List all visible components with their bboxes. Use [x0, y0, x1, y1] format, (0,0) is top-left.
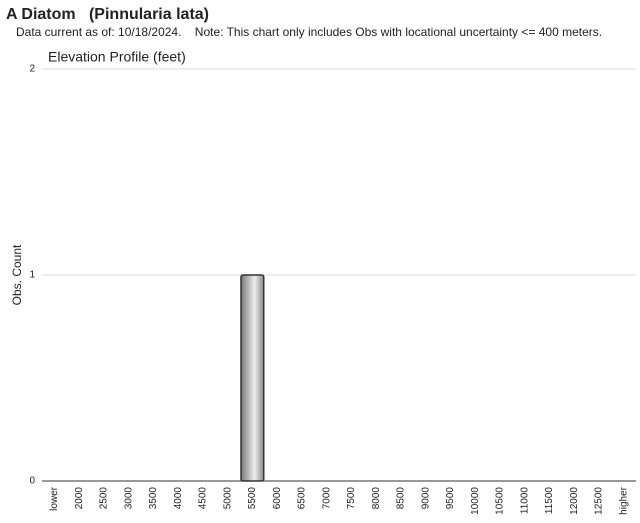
x-tick-label: 5000: [222, 487, 233, 510]
bar: [240, 274, 265, 482]
x-tick-label: 11500: [544, 487, 555, 515]
x-tick-label: 8500: [396, 487, 407, 510]
x-tick-label: 2000: [74, 487, 85, 510]
x-tick-label: 3000: [123, 487, 134, 510]
subtitle: Data current as of: 10/18/2024. Note: Th…: [16, 25, 602, 39]
x-tick-label: 10000: [470, 487, 481, 515]
x-tick-label: 6000: [272, 487, 283, 510]
x-tick-label: 12500: [594, 487, 605, 515]
x-tick-label: 10500: [495, 487, 506, 515]
x-tick-label: 4000: [173, 487, 184, 510]
x-tick-label: 7000: [321, 487, 332, 510]
x-tick-label: 4500: [198, 487, 209, 510]
y-tick-label: 1: [29, 270, 35, 281]
x-tick-label: 9000: [420, 487, 431, 510]
x-tick-label: 5500: [247, 487, 258, 510]
y-axis-label: Obs. Count: [10, 244, 24, 305]
y-tick-label: 2: [29, 64, 35, 75]
x-tick-label: 7500: [346, 487, 357, 510]
x-tick-label: 6500: [297, 487, 308, 510]
x-tick-label: 2500: [99, 487, 110, 510]
x-tick-label: 12000: [569, 487, 580, 515]
x-tick-label: higher: [618, 486, 629, 514]
x-tick-label: 3500: [148, 487, 159, 510]
page-title: A Diatom (Pinnularia lata): [6, 6, 209, 23]
x-tick-label: lower: [49, 486, 60, 511]
x-tick-label: 8000: [371, 487, 382, 510]
chart-title: Elevation Profile (feet): [48, 49, 186, 65]
y-tick-label: 0: [29, 476, 35, 487]
x-tick-label: 9500: [445, 487, 456, 510]
x-tick-label: 11000: [519, 487, 530, 515]
